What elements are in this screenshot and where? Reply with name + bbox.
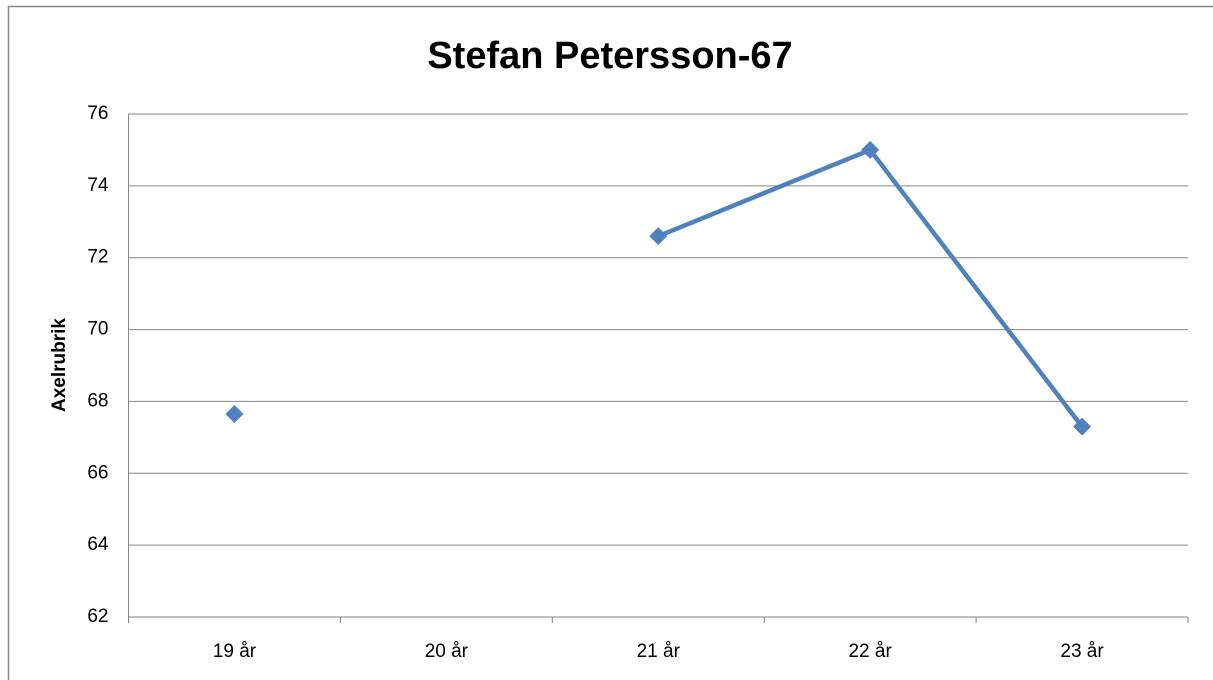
chart-title: Stefan Petersson-67 xyxy=(427,35,792,77)
x-tick-label: 19 år xyxy=(213,641,257,662)
y-tick-label: 76 xyxy=(87,103,108,124)
x-tick-label: 22 år xyxy=(848,641,892,662)
y-tick-label: 62 xyxy=(87,606,108,627)
x-tick-label: 21 år xyxy=(637,641,681,662)
y-tick-label: 66 xyxy=(87,462,108,483)
y-tick-label: 64 xyxy=(87,534,109,555)
y-tick-label: 74 xyxy=(87,175,109,196)
y-tick-label: 72 xyxy=(87,247,108,268)
chart-frame xyxy=(7,5,1213,680)
x-tick-label: 20 år xyxy=(425,641,469,662)
y-axis-label: Axelrubrik xyxy=(49,318,70,412)
marker xyxy=(861,140,880,159)
y-tick-label: 70 xyxy=(87,319,108,340)
y-tick-label: 68 xyxy=(87,390,108,411)
marker xyxy=(649,227,668,246)
x-tick-label: 23 år xyxy=(1060,641,1104,662)
marker xyxy=(225,405,244,424)
marker xyxy=(1073,417,1092,436)
